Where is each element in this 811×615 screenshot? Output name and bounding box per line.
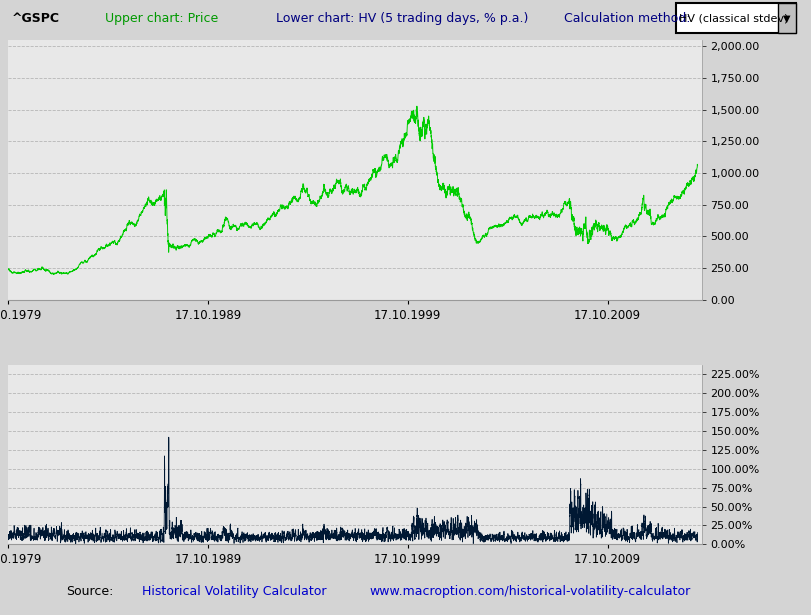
Text: ^GSPC: ^GSPC	[12, 12, 60, 25]
Text: Historical Volatility Calculator: Historical Volatility Calculator	[142, 585, 326, 598]
FancyBboxPatch shape	[778, 3, 796, 33]
Text: ▼: ▼	[783, 14, 791, 23]
Text: Upper chart: Price: Upper chart: Price	[105, 12, 219, 25]
FancyBboxPatch shape	[676, 3, 796, 33]
Text: Calculation method:: Calculation method:	[564, 12, 690, 25]
Text: www.macroption.com/historical-volatility-calculator: www.macroption.com/historical-volatility…	[369, 585, 690, 598]
Text: Lower chart: HV (5 trading days, % p.a.): Lower chart: HV (5 trading days, % p.a.)	[276, 12, 528, 25]
Text: HV (classical stdev): HV (classical stdev)	[679, 14, 788, 23]
Text: Source:: Source:	[67, 585, 114, 598]
